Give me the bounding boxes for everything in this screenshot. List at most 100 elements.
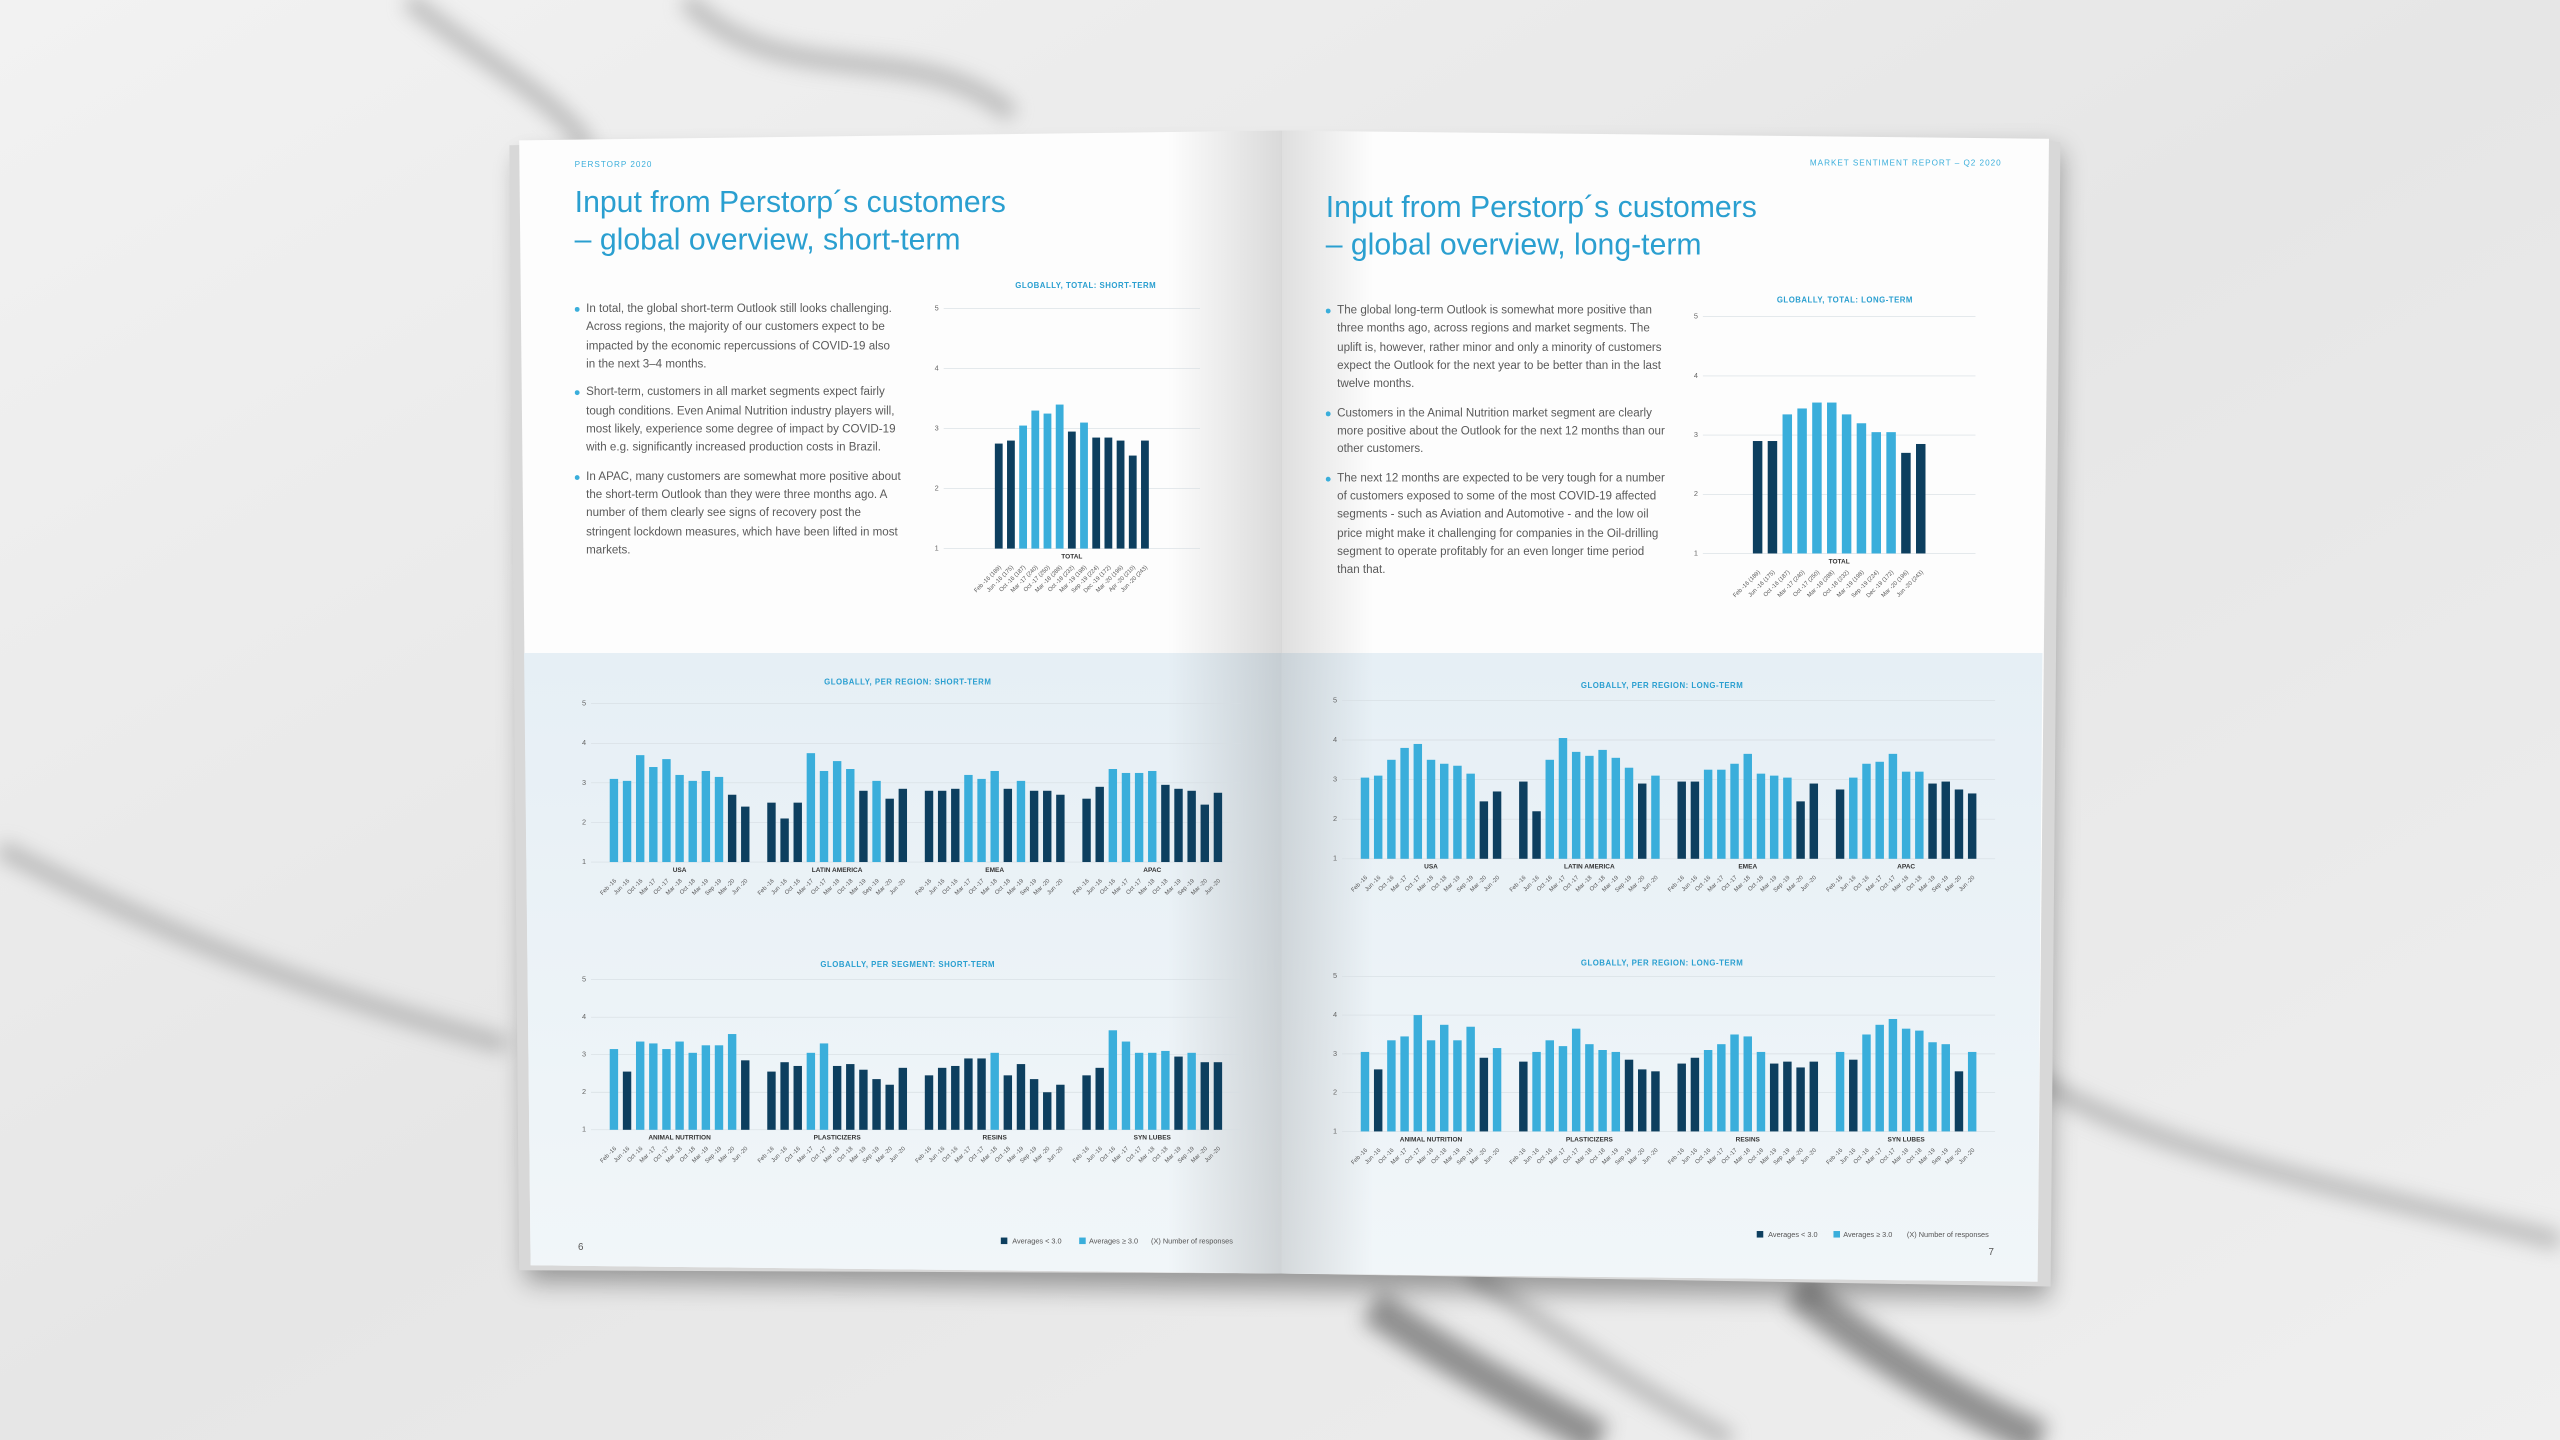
bar	[951, 788, 960, 863]
bar	[924, 1075, 934, 1130]
bar	[1703, 769, 1713, 859]
group-label: USA	[1424, 864, 1438, 871]
y-tick-label: 3	[582, 1050, 586, 1059]
bar	[1743, 1036, 1752, 1132]
bar	[1954, 1071, 1964, 1132]
bar	[1598, 749, 1607, 859]
legend-label: (X) Number of responses	[1151, 1237, 1233, 1246]
bar	[1809, 783, 1819, 859]
chart: GLOBALLY, PER SEGMENT: SHORT-TERM12345Fe…	[582, 960, 1241, 1165]
legend-swatch	[1833, 1231, 1840, 1238]
group-label: LATIN AMERICA	[1564, 864, 1615, 871]
y-tick-label: 1	[935, 544, 939, 553]
bar	[1677, 781, 1686, 859]
page-number: 7	[1989, 1247, 1994, 1258]
bar	[1767, 441, 1778, 554]
bar	[1558, 738, 1568, 859]
group-label: PLASTICIZERS	[814, 1135, 862, 1142]
bar	[964, 1058, 973, 1130]
bar	[1007, 440, 1015, 549]
bar	[1827, 402, 1837, 554]
bar	[1875, 761, 1884, 859]
bar	[609, 1049, 619, 1130]
group-label: TOTAL	[1061, 553, 1082, 560]
bar	[1928, 1042, 1937, 1132]
y-tick-label: 4	[935, 364, 939, 373]
bar	[1545, 1040, 1554, 1132]
bar	[1841, 414, 1852, 554]
bar	[1082, 798, 1091, 863]
bar	[1056, 794, 1065, 863]
bar	[832, 761, 842, 863]
bar	[780, 818, 789, 863]
bar	[1783, 1061, 1792, 1132]
y-tick-label: 3	[935, 424, 939, 433]
bar	[767, 1071, 776, 1130]
bar	[1598, 1050, 1607, 1132]
bar	[741, 806, 750, 863]
bar	[1611, 757, 1621, 859]
y-tick-label: 4	[1333, 1010, 1337, 1019]
bar	[1519, 781, 1528, 859]
y-tick-label: 2	[935, 484, 939, 493]
y-tick-label: 4	[1694, 371, 1698, 380]
bar	[1174, 788, 1183, 863]
group-label: SYN LUBES	[1887, 1136, 1925, 1143]
y-tick-label: 1	[1333, 854, 1337, 863]
bar	[1029, 1079, 1039, 1130]
bar	[1373, 775, 1383, 859]
bar	[1019, 425, 1028, 549]
y-tick-label: 2	[1694, 489, 1698, 498]
y-tick-label: 2	[1333, 814, 1337, 823]
bar	[701, 1045, 711, 1130]
group-label: SYN LUBES	[1134, 1135, 1172, 1142]
bar	[819, 1043, 829, 1130]
bar	[872, 780, 881, 863]
bar	[1796, 801, 1805, 859]
bar	[1413, 1015, 1423, 1132]
bar	[1888, 1018, 1898, 1132]
bar	[1003, 1075, 1013, 1130]
legend-label: Averages ≥ 3.0	[1843, 1230, 1892, 1239]
bar	[1187, 1052, 1196, 1130]
bar	[1624, 767, 1634, 859]
bar	[1095, 1067, 1104, 1130]
bullet: In total, the global short-term Outlook …	[574, 300, 902, 374]
bar	[964, 774, 973, 863]
bar	[937, 1067, 947, 1130]
bar	[1492, 791, 1502, 859]
bar	[1637, 783, 1647, 859]
page-number: 6	[578, 1242, 584, 1253]
bar	[1886, 432, 1896, 554]
bar	[688, 1052, 697, 1130]
bar	[1769, 1063, 1779, 1132]
bar	[1387, 1040, 1396, 1132]
bar	[1440, 1024, 1449, 1132]
bar	[1809, 1061, 1819, 1132]
legend-label: (X) Number of responses	[1907, 1230, 1989, 1239]
bar	[1043, 413, 1052, 549]
bar	[701, 770, 711, 863]
bar	[793, 1065, 802, 1130]
bar	[924, 790, 934, 863]
bar	[622, 780, 632, 863]
y-tick-label: 5	[935, 304, 939, 313]
y-tick-label: 5	[582, 975, 586, 984]
bar	[1812, 402, 1822, 554]
bar	[951, 1065, 960, 1130]
y-tick-label: 1	[582, 1125, 586, 1134]
y-tick-label: 2	[582, 817, 586, 826]
group-label: USA	[673, 867, 687, 874]
bar	[1690, 781, 1700, 859]
bullets: The global long-term Outlook is somewhat…	[1325, 304, 1665, 577]
bar	[1769, 775, 1779, 859]
bar	[1967, 1051, 1977, 1132]
bar	[1200, 804, 1209, 863]
bar	[1875, 1024, 1884, 1132]
bar	[1187, 790, 1196, 863]
title: – global overview, long-term	[1326, 229, 1702, 262]
legend-label: Averages ≥ 3.0	[1089, 1237, 1138, 1246]
bar	[819, 770, 829, 863]
bar	[662, 1049, 671, 1130]
